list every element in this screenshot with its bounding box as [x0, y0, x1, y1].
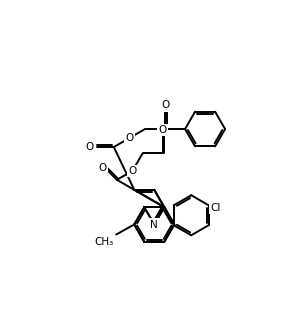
Text: N: N — [150, 219, 158, 230]
Text: CH₃: CH₃ — [95, 237, 114, 247]
Text: O: O — [86, 142, 94, 152]
Text: O: O — [125, 133, 133, 143]
Text: O: O — [128, 166, 137, 176]
Text: O: O — [159, 125, 167, 135]
Text: O: O — [161, 100, 169, 110]
Text: Cl: Cl — [210, 203, 220, 213]
Text: O: O — [98, 163, 107, 173]
